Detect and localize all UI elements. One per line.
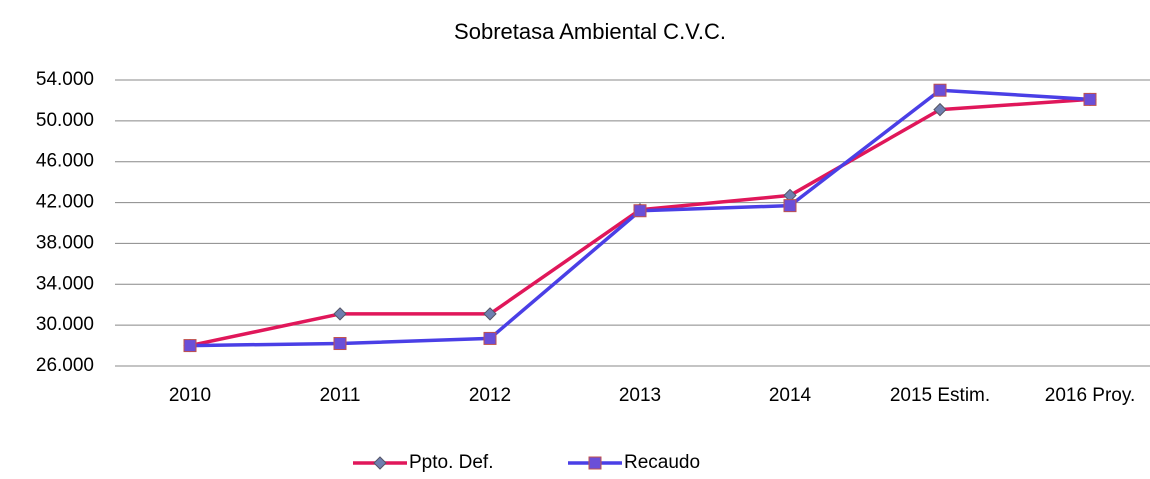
marker: [933, 102, 947, 117]
marker: [333, 307, 347, 321]
x-tick-label: 2010: [169, 385, 211, 406]
y-tick-label: 50.000: [36, 110, 94, 131]
marker: [633, 204, 647, 218]
chart-title: Sobretasa Ambiental C.V.C.: [454, 19, 726, 44]
y-tick-label: 46.000: [36, 151, 94, 172]
marker: [183, 339, 197, 353]
legend-marker: [588, 456, 602, 470]
y-tick-label: 34.000: [36, 273, 94, 294]
y-tick-label: 38.000: [36, 232, 94, 253]
legend-label: Ppto. Def.: [409, 452, 494, 473]
x-tick-label: 2012: [469, 385, 511, 406]
x-tick-label: 2014: [769, 385, 812, 406]
marker: [333, 337, 347, 351]
x-tick-label: 2015 Estim.: [890, 385, 990, 406]
marker: [483, 307, 497, 321]
y-tick-label: 26.000: [36, 355, 94, 376]
y-tick-label: 54.000: [36, 69, 94, 90]
x-tick-label: 2013: [619, 385, 661, 406]
series-line: [189, 88, 1091, 348]
legend-label: Recaudo: [624, 452, 700, 473]
marker: [783, 199, 797, 213]
legend-marker: [373, 456, 387, 470]
x-tick-label: 2016 Proy.: [1045, 385, 1135, 406]
marker: [1083, 92, 1097, 106]
series-line: [189, 97, 1091, 348]
marker: [933, 83, 947, 97]
marker: [483, 331, 497, 345]
x-tick-label: 2011: [320, 385, 361, 406]
y-tick-label: 30.000: [36, 314, 94, 335]
y-tick-label: 42.000: [36, 192, 94, 213]
